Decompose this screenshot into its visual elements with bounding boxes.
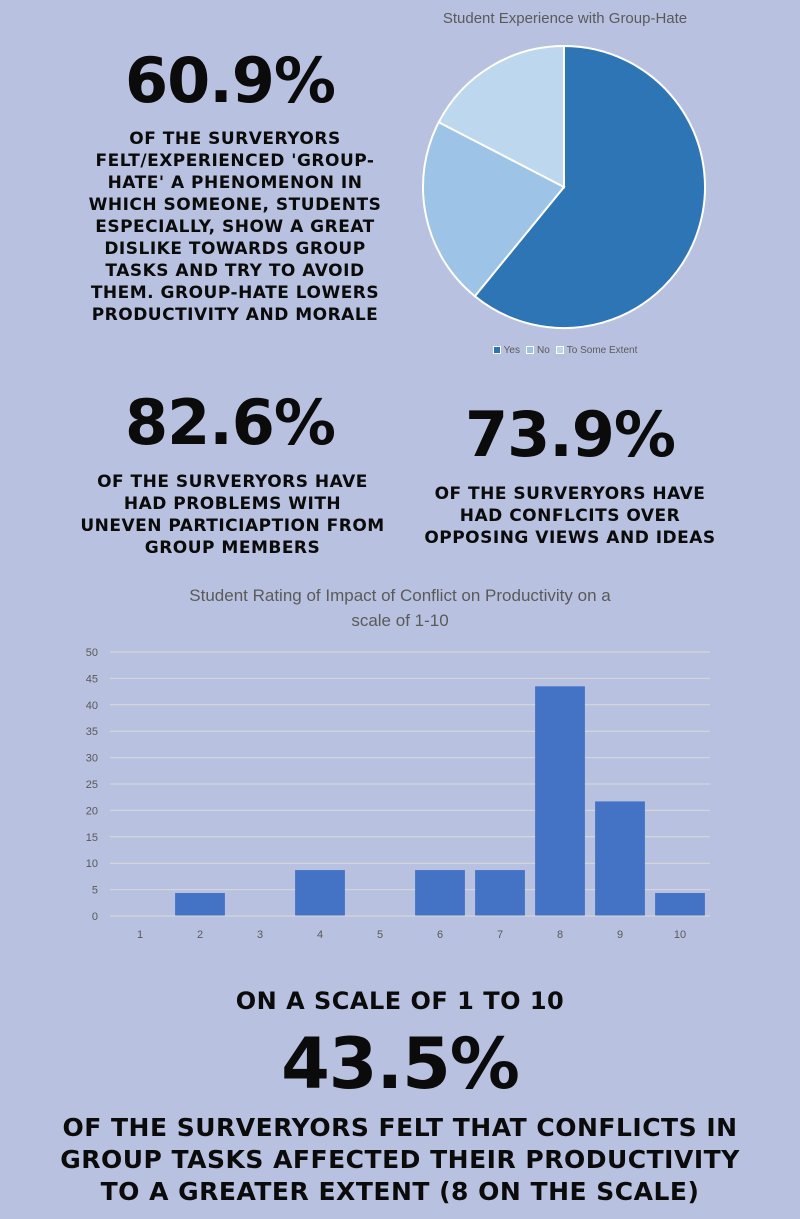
stat2-text: Of the surveryors have had problems with…: [80, 472, 385, 558]
y-tick-label: 5: [92, 885, 98, 897]
y-tick-label: 50: [86, 647, 98, 659]
legend-label: No: [536, 345, 550, 356]
pie-legend: Yes No To Some Extent: [420, 345, 710, 356]
y-tick-label: 40: [86, 700, 98, 712]
bar-10: [655, 893, 705, 916]
x-tick-label: 1: [137, 929, 143, 941]
bar-chart-title-line2: scale of 1-10: [351, 611, 449, 630]
legend-label: To Some Extent: [566, 345, 638, 356]
bar-8: [535, 686, 585, 916]
stat4-lead: On a scale of 1 to 10: [235, 987, 565, 1015]
bar-6: [415, 870, 465, 916]
y-tick-label: 30: [86, 753, 98, 765]
bar-2: [175, 893, 225, 916]
pie-slice-to-some-extent: [437, 44, 565, 189]
legend-item-yes: Yes: [492, 345, 520, 356]
x-tick-label: 5: [377, 929, 383, 941]
stat2-value: 82.6%: [124, 386, 336, 459]
x-tick-label: 8: [557, 929, 563, 941]
bar-chart-title-line1: Student Rating of Impact of Conflict on …: [189, 586, 611, 605]
x-tick-label: 4: [317, 929, 323, 941]
x-tick-label: 6: [437, 929, 443, 941]
bar-4: [295, 870, 345, 916]
x-tick-label: 10: [674, 929, 686, 941]
y-tick-label: 20: [86, 805, 98, 817]
stat4-value: 43.5%: [281, 1023, 520, 1105]
legend-item-to-some-extent: To Some Extent: [555, 345, 638, 356]
legend-swatch: [525, 346, 534, 355]
x-tick-label: 7: [497, 929, 503, 941]
x-tick-label: 2: [197, 929, 203, 941]
stat3-text: Of the surveryors have had conflcits ove…: [424, 484, 716, 548]
stat4-text: Of the surveryors felt that conflicts in…: [60, 1113, 740, 1206]
legend-swatch: [555, 346, 564, 355]
bar-9: [595, 801, 645, 916]
y-tick-label: 45: [86, 673, 98, 685]
pie-slice-no: [422, 120, 566, 298]
y-tick-label: 15: [86, 832, 98, 844]
y-tick-label: 10: [86, 858, 98, 870]
legend-label: Yes: [503, 345, 520, 356]
pie-chart-title: Student Experience with Group-Hate: [442, 10, 688, 27]
stat1-text: Of the surveryors felt/experienced 'grou…: [88, 129, 382, 325]
x-tick-label: 9: [617, 929, 623, 941]
y-tick-label: 35: [86, 726, 98, 738]
stat3-value: 73.9%: [464, 398, 676, 471]
x-tick-label: 3: [257, 929, 263, 941]
pie-chart: [422, 44, 706, 329]
bar-7: [475, 870, 525, 916]
pie-slice-yes: [473, 44, 706, 329]
legend-swatch: [492, 346, 501, 355]
y-tick-label: 0: [92, 911, 98, 923]
stat1-value: 60.9%: [124, 44, 336, 117]
legend-item-no: No: [525, 345, 550, 356]
y-tick-label: 25: [86, 779, 98, 791]
